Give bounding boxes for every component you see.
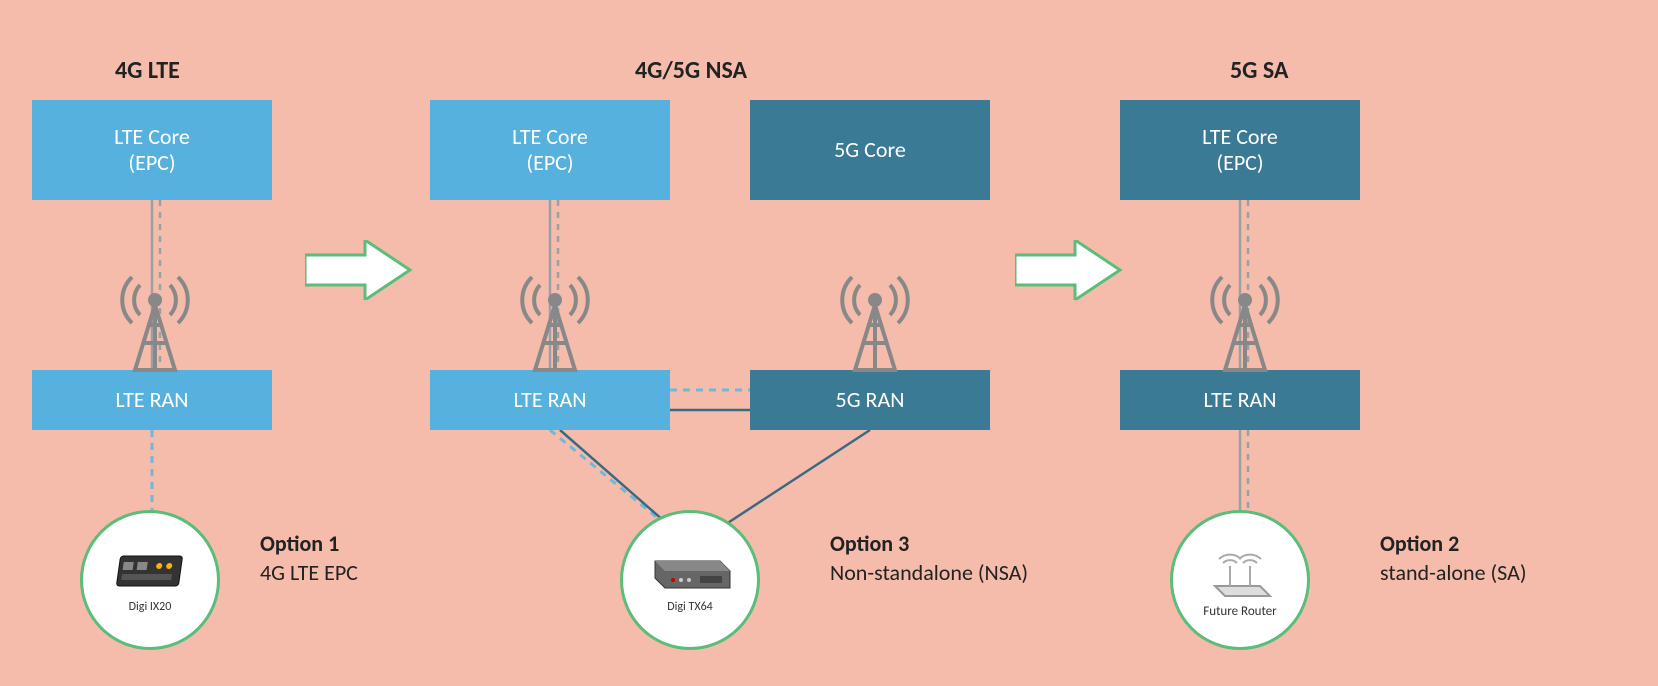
box-label: LTE Core: [114, 124, 190, 150]
device-label: Digi TX64: [667, 600, 713, 614]
antenna-icon: [1210, 265, 1280, 380]
box-lte-core-2: LTE Core (EPC): [430, 100, 670, 200]
device-label: Digi IX20: [129, 600, 172, 614]
arrow-right-icon: [305, 240, 415, 305]
box-label: (EPC): [128, 150, 175, 176]
device-future-router: Future Router: [1170, 510, 1310, 650]
router-icon: [645, 546, 735, 596]
box-label: (EPC): [1216, 150, 1263, 176]
option-2-text: Option 2 stand-alone (SA): [1380, 530, 1527, 587]
option-subtitle: stand-alone (SA): [1380, 559, 1527, 588]
device-digi-ix20: Digi IX20: [80, 510, 220, 650]
box-label: LTE Core: [512, 124, 588, 150]
box-lte-core-3: LTE Core (EPC): [1120, 100, 1360, 200]
box-label: 5G Core: [834, 137, 906, 163]
box-label: LTE RAN: [116, 387, 189, 413]
section-title-4g-lte: 4G LTE: [115, 56, 180, 85]
router-icon: [110, 546, 190, 596]
box-label: LTE RAN: [514, 387, 587, 413]
option-title: Option 2: [1380, 530, 1527, 559]
device-label: Future Router: [1203, 605, 1276, 619]
antenna-icon: [520, 265, 590, 380]
option-title: Option 3: [830, 530, 1028, 559]
box-label: LTE Core: [1202, 124, 1278, 150]
arrow-right-icon: [1015, 240, 1125, 305]
option-subtitle: 4G LTE EPC: [260, 559, 358, 588]
future-router-icon: [1205, 541, 1275, 601]
box-lte-core-1: LTE Core (EPC): [32, 100, 272, 200]
box-label: (EPC): [526, 150, 573, 176]
option-3-text: Option 3 Non-standalone (NSA): [830, 530, 1028, 587]
option-subtitle: Non-standalone (NSA): [830, 559, 1028, 588]
antenna-icon: [120, 265, 190, 380]
diagram-canvas: 4G LTE 4G/5G NSA 5G SA LTE Core (EPC) LT…: [0, 0, 1658, 686]
option-1-text: Option 1 4G LTE EPC: [260, 530, 358, 587]
box-label: 5G RAN: [836, 387, 905, 413]
antenna-icon: [840, 265, 910, 380]
section-title-4g5g-nsa: 4G/5G NSA: [635, 56, 747, 85]
box-label: LTE RAN: [1204, 387, 1277, 413]
box-5g-core: 5G Core: [750, 100, 990, 200]
device-digi-tx64: Digi TX64: [620, 510, 760, 650]
option-title: Option 1: [260, 530, 358, 559]
section-title-5g-sa: 5G SA: [1230, 56, 1288, 85]
